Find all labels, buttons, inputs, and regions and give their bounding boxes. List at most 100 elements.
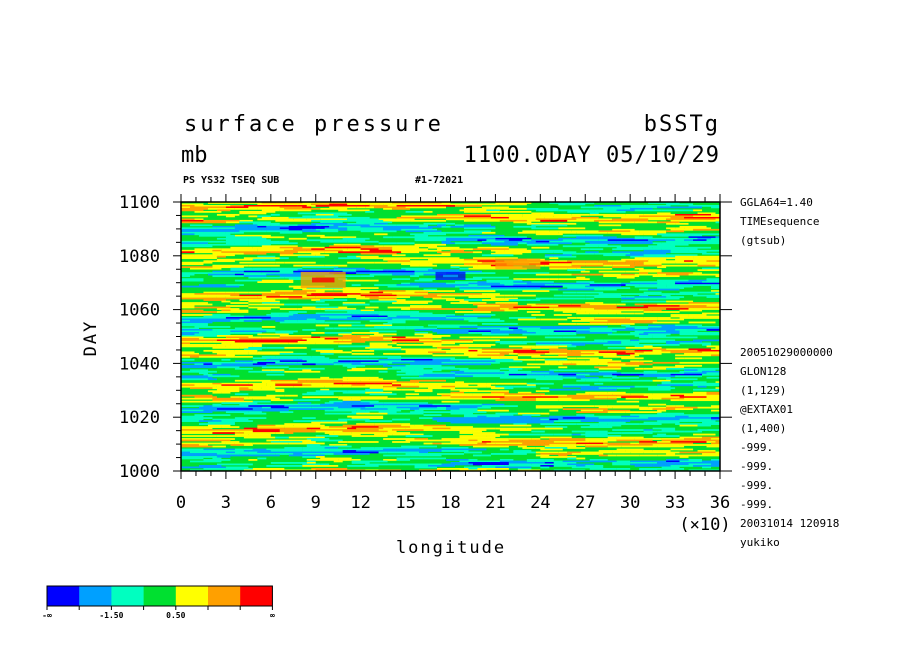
heatmap-cell — [279, 270, 294, 273]
heatmap-cell — [351, 363, 388, 366]
heatmap-cell — [661, 248, 698, 251]
heatmap-cell — [711, 436, 720, 439]
heatmap-cell — [567, 260, 599, 263]
heatmap-cell — [347, 378, 370, 381]
heatmap-cell — [441, 438, 455, 440]
heatmap-cell — [360, 447, 375, 449]
heatmap-cell — [531, 430, 545, 433]
heatmap-cell — [526, 460, 536, 463]
heatmap-cell — [661, 234, 680, 237]
heatmap-cell — [419, 417, 433, 419]
heatmap-cell — [248, 303, 285, 306]
heatmap-cell — [270, 213, 280, 216]
heatmap-cell — [580, 420, 595, 422]
heatmap-cell — [216, 209, 231, 212]
heatmap-cell — [571, 320, 608, 322]
heatmap-cell — [508, 327, 518, 330]
heatmap-cell — [243, 317, 271, 319]
heatmap-cell — [306, 204, 316, 207]
heatmap-cell — [648, 327, 658, 330]
heatmap-cell — [302, 447, 325, 449]
heatmap-cell — [315, 212, 348, 215]
heatmap-cell — [293, 424, 325, 427]
heatmap-cell — [410, 275, 420, 278]
heatmap-cell — [270, 441, 303, 443]
heatmap-cell — [306, 462, 316, 464]
heatmap-cell — [706, 296, 720, 298]
heatmap-cell — [603, 254, 626, 257]
heatmap-cell — [181, 430, 204, 433]
heatmap-cell — [450, 236, 487, 239]
heatmap-cell — [311, 439, 343, 442]
heatmap-cell — [315, 390, 348, 393]
heatmap-cell — [360, 408, 375, 411]
heatmap-cell — [315, 213, 334, 216]
heatmap-cell — [589, 468, 617, 470]
heatmap-cell — [194, 384, 222, 387]
heatmap-cell — [234, 242, 249, 245]
heatmap-cell — [594, 317, 626, 319]
heatmap-cell — [553, 441, 590, 443]
heatmap-cell — [589, 242, 622, 245]
heatmap-cell — [306, 427, 321, 430]
heatmap-cell — [643, 329, 676, 331]
heatmap-cell — [571, 237, 599, 240]
heatmap-cell — [706, 329, 720, 331]
heatmap-cell — [347, 448, 384, 451]
heatmap-cell — [472, 432, 496, 434]
heatmap-cell — [639, 468, 662, 470]
heatmap-cell — [630, 393, 653, 396]
heatmap-cell — [621, 357, 644, 360]
heatmap-cell — [711, 417, 720, 419]
heatmap-cell — [221, 420, 253, 422]
heatmap-cell — [392, 382, 415, 385]
heatmap-cell — [383, 236, 393, 239]
heatmap-cell — [347, 366, 357, 369]
heatmap-cell — [243, 275, 267, 278]
heatmap-cell — [333, 327, 348, 330]
heatmap-cell — [338, 337, 348, 340]
heatmap-cell — [437, 326, 460, 328]
heatmap-cell — [347, 427, 357, 430]
heatmap-cell — [284, 447, 303, 449]
heatmap-cell — [706, 376, 720, 379]
heatmap-cell — [266, 225, 289, 228]
heatmap-cell — [526, 363, 550, 366]
heatmap-cell — [252, 430, 280, 433]
heatmap-cell — [490, 462, 509, 464]
heatmap-cell — [351, 284, 361, 286]
heatmap-cell — [711, 290, 720, 292]
heatmap-cell — [369, 385, 384, 388]
heatmap-cell — [468, 345, 491, 348]
heatmap-feature-core — [443, 274, 458, 278]
heatmap-cell — [239, 294, 262, 297]
heatmap-cell — [540, 423, 577, 425]
heatmap-cell — [513, 329, 523, 331]
heatmap-cell — [697, 273, 720, 276]
heatmap-cell — [576, 444, 586, 446]
heatmap-cell — [553, 332, 577, 334]
heatmap-cell — [432, 206, 446, 209]
heatmap-cell — [711, 423, 720, 425]
heatmap-cell — [486, 329, 500, 331]
heatmap-cell — [576, 332, 613, 334]
side-info-bottom: 20051029000000GLON128(1,129)@EXTAX01(1,4… — [740, 346, 839, 549]
heatmap-cell — [630, 460, 653, 463]
heatmap-cell — [378, 317, 388, 319]
heatmap-cell — [181, 352, 199, 355]
heatmap-cell — [486, 460, 500, 463]
heatmap-cell — [181, 366, 217, 369]
heatmap-cell — [189, 369, 208, 372]
heatmap-cell — [508, 460, 527, 463]
heatmap-cell — [216, 408, 253, 411]
heatmap-cell — [571, 263, 604, 266]
heatmap-cell — [630, 463, 653, 466]
heatmap-cell — [392, 366, 429, 369]
heatmap-cell — [181, 340, 213, 343]
heatmap-cell — [594, 318, 631, 321]
heatmap-cell — [697, 454, 716, 457]
heatmap-cell — [392, 340, 406, 343]
heatmap-cell — [181, 339, 199, 342]
heatmap-cell — [688, 348, 712, 351]
heatmap-cell — [679, 444, 712, 446]
